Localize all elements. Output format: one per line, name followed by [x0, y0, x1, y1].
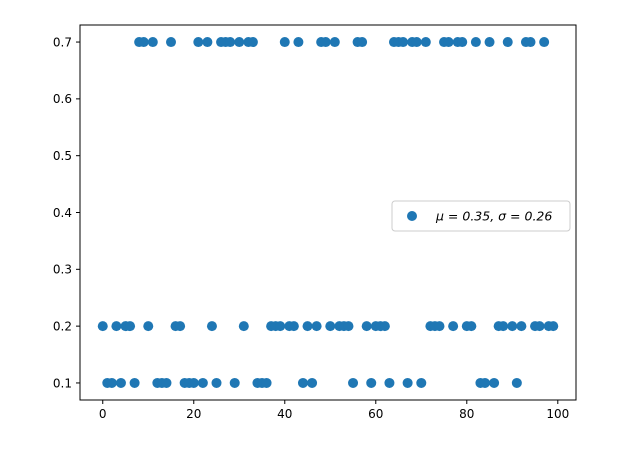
- data-point: [416, 377, 427, 388]
- x-tick-label: 20: [186, 407, 201, 421]
- x-tick-label: 40: [277, 407, 292, 421]
- data-point: [457, 37, 468, 48]
- data-point: [361, 321, 372, 332]
- data-point: [366, 377, 377, 388]
- data-point: [115, 377, 126, 388]
- data-point: [434, 321, 445, 332]
- legend: μ = 0.35, σ = 0.26: [391, 200, 571, 232]
- data-point: [202, 37, 213, 48]
- data-point: [448, 321, 459, 332]
- data-point: [411, 37, 422, 48]
- data-point: [193, 37, 204, 48]
- data-point: [147, 37, 158, 48]
- data-point: [325, 321, 336, 332]
- data-point: [539, 37, 550, 48]
- data-point: [379, 321, 390, 332]
- data-point: [329, 37, 340, 48]
- data-point: [516, 321, 527, 332]
- data-point: [175, 321, 186, 332]
- data-point: [398, 37, 409, 48]
- legend-label: μ = 0.35, σ = 0.26: [435, 209, 552, 224]
- y-tick-label: 0.2: [53, 319, 72, 333]
- data-point: [161, 377, 172, 388]
- data-point: [548, 321, 559, 332]
- data-point: [288, 321, 299, 332]
- data-point: [511, 377, 522, 388]
- data-point: [525, 37, 536, 48]
- legend-marker: [407, 211, 417, 221]
- data-point: [348, 377, 359, 388]
- x-axis: 0 20 40 60 80 100: [99, 400, 569, 421]
- data-point: [143, 321, 154, 332]
- data-point: [534, 321, 545, 332]
- data-point: [247, 37, 258, 48]
- data-point: [402, 377, 413, 388]
- data-point: [125, 321, 136, 332]
- data-point: [225, 37, 236, 48]
- data-point: [507, 321, 518, 332]
- data-point: [279, 37, 290, 48]
- data-point: [302, 321, 313, 332]
- data-point: [357, 37, 368, 48]
- data-point: [470, 37, 481, 48]
- data-point: [111, 321, 122, 332]
- y-tick-label: 0.4: [53, 206, 72, 220]
- x-tick-label: 60: [368, 407, 383, 421]
- axes-frame: [79, 24, 577, 401]
- data-point: [443, 37, 454, 48]
- data-point: [206, 321, 217, 332]
- y-tick-label: 0.5: [53, 149, 72, 163]
- data-point: [498, 321, 509, 332]
- data-point: [484, 37, 495, 48]
- data-point: [275, 321, 286, 332]
- data-point: [234, 37, 245, 48]
- data-point: [479, 377, 490, 388]
- data-point: [97, 321, 108, 332]
- y-tick-label: 0.3: [53, 263, 72, 277]
- data-point: [489, 377, 500, 388]
- y-tick-label: 0.7: [53, 35, 72, 49]
- data-point: [166, 37, 177, 48]
- data-point: [502, 37, 513, 48]
- y-tick-label: 0.6: [53, 92, 72, 106]
- data-point: [211, 377, 222, 388]
- data-point: [311, 321, 322, 332]
- y-axis: 0.1 0.2 0.3 0.4 0.5 0.6 0.7: [53, 35, 80, 390]
- y-tick-label: 0.1: [53, 376, 72, 390]
- data-point: [188, 377, 199, 388]
- x-tick-label: 80: [459, 407, 474, 421]
- legend-box: [391, 200, 571, 232]
- data-point: [197, 377, 208, 388]
- data-point: [138, 37, 149, 48]
- data-point: [297, 377, 308, 388]
- data-point: [129, 377, 140, 388]
- data-point: [307, 377, 318, 388]
- data-point: [384, 377, 395, 388]
- data-point: [466, 321, 477, 332]
- data-point: [343, 321, 354, 332]
- x-tick-label: 100: [546, 407, 569, 421]
- data-point: [238, 321, 249, 332]
- data-point: [320, 37, 331, 48]
- data-point: [261, 377, 272, 388]
- data-point: [229, 377, 240, 388]
- x-tick-label: 0: [99, 407, 107, 421]
- data-point: [293, 37, 304, 48]
- data-point: [106, 377, 117, 388]
- points-layer: [97, 37, 559, 388]
- data-point: [420, 37, 431, 48]
